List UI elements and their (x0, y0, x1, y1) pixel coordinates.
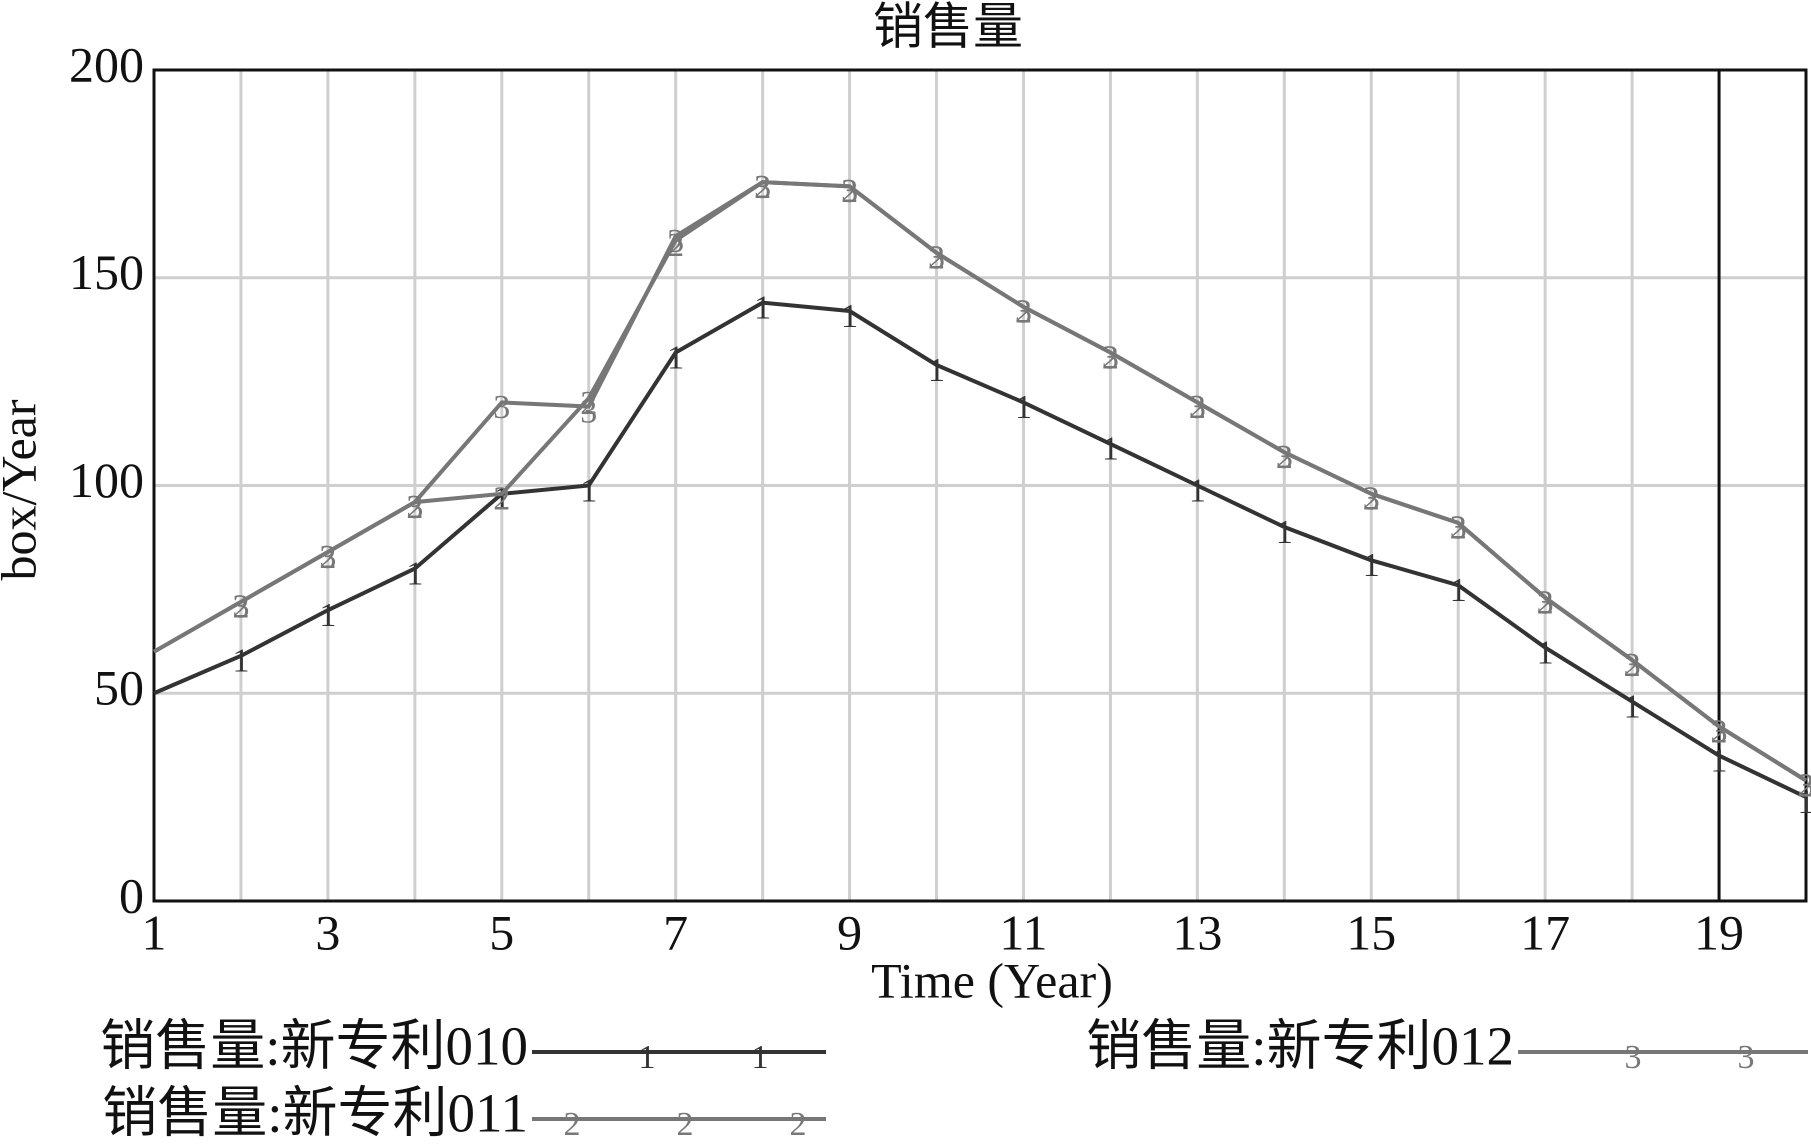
point-marker: 1 (406, 555, 423, 592)
legend-marker: 1 (639, 1039, 656, 1076)
point-marker: 3 (1102, 339, 1119, 376)
x-tick-label: 11 (999, 904, 1047, 960)
point-marker: 3 (754, 169, 771, 206)
point-marker: 2 (841, 173, 858, 210)
point-marker: 2 (754, 169, 771, 206)
x-tick-label: 19 (1694, 904, 1744, 960)
legend-label: 销售量:新专利010 (100, 1016, 528, 1077)
point-marker: 1 (1363, 547, 1380, 584)
point-marker: 3 (1798, 767, 1811, 804)
point-marker: 3 (1189, 389, 1206, 426)
y-tick-label: 0 (119, 867, 144, 923)
point-marker: 1 (928, 352, 945, 389)
legend-marker: 3 (1625, 1039, 1642, 1076)
point-marker: 3 (928, 240, 945, 277)
legend-marker: 2 (677, 1106, 694, 1143)
x-tick-label: 13 (1172, 904, 1222, 960)
point-marker: 1 (1798, 784, 1811, 821)
point-marker: 1 (1015, 389, 1032, 426)
point-marker: 3 (1363, 481, 1380, 518)
x-tick-label: 5 (489, 904, 514, 960)
x-tick-label: 17 (1520, 904, 1570, 960)
x-tick-label: 7 (663, 904, 688, 960)
legend-marker: 2 (564, 1106, 581, 1143)
point-marker: 3 (1711, 713, 1728, 750)
legend-marker: 2 (790, 1106, 807, 1143)
point-marker: 3 (232, 589, 249, 626)
y-tick-label: 50 (94, 660, 144, 716)
point-marker: 1 (1276, 514, 1293, 551)
point-marker: 3 (1450, 510, 1467, 547)
x-tick-label: 3 (315, 904, 340, 960)
point-marker: 3 (667, 223, 684, 260)
point-marker: 1 (1711, 742, 1728, 779)
point-marker: 1 (667, 339, 684, 376)
x-axis-label: Time (Year) (871, 952, 1113, 1008)
point-marker: 3 (1537, 584, 1554, 621)
series-line (153, 180, 1808, 783)
point-marker: 1 (319, 597, 336, 634)
series-line (153, 180, 1808, 783)
point-marker: 3 (1624, 647, 1641, 684)
point-marker: 3 (841, 173, 858, 210)
y-tick-label: 200 (69, 36, 144, 92)
point-marker: 3 (580, 393, 597, 430)
legend-marker: 1 (752, 1039, 769, 1076)
point-marker: 3 (319, 539, 336, 576)
legend-label: 销售量:新专利011 (102, 1083, 528, 1144)
chart-title: 销售量 (873, 0, 1023, 54)
point-marker: 1 (1102, 431, 1119, 468)
y-tick-label: 150 (69, 244, 144, 300)
point-marker: 1 (1624, 688, 1641, 725)
y-axis-label: box/Year (0, 399, 46, 580)
legend-label: 销售量:新专利012 (1086, 1016, 1514, 1077)
point-marker: 3 (1015, 294, 1032, 331)
point-marker: 2 (493, 481, 510, 518)
x-tick-label: 15 (1346, 904, 1396, 960)
point-marker: 1 (1537, 634, 1554, 671)
x-tick-label: 1 (142, 904, 167, 960)
y-tick-label: 100 (69, 452, 144, 508)
point-marker: 1 (754, 289, 771, 326)
legend-marker: 3 (1738, 1039, 1755, 1076)
x-tick-label: 9 (837, 904, 862, 960)
point-marker: 1 (1189, 472, 1206, 509)
point-marker: 3 (406, 489, 423, 526)
point-marker: 1 (232, 643, 249, 680)
point-marker: 3 (1276, 439, 1293, 476)
point-marker: 2 (1450, 510, 1467, 547)
series-line (153, 300, 1807, 799)
point-marker: 1 (580, 472, 597, 509)
point-marker: 3 (493, 389, 510, 426)
plot-frame (152, 68, 1808, 903)
point-marker: 2 (667, 227, 684, 264)
point-marker: 1 (841, 298, 858, 335)
point-marker: 1 (1450, 572, 1467, 609)
